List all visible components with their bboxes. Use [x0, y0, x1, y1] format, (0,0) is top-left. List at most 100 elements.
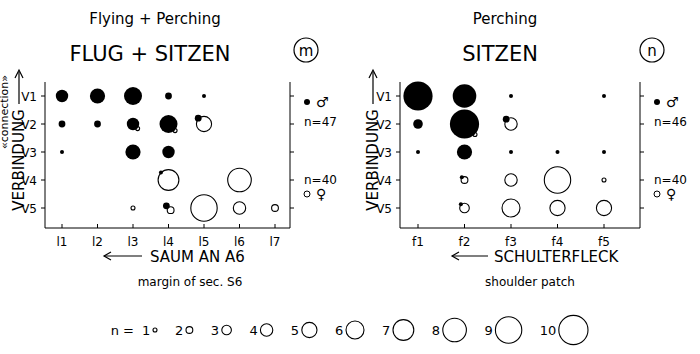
y-tick-right: [640, 124, 644, 125]
right-axis-line: [640, 82, 641, 228]
bubble: [125, 144, 140, 159]
bubble: [460, 203, 470, 213]
bubble: [602, 178, 606, 182]
bubble: [596, 200, 611, 215]
y-tick-label: V3: [21, 146, 37, 160]
y-tick-right: [640, 152, 644, 153]
legend-marker: [654, 99, 660, 105]
x-tick-label: f2: [459, 235, 471, 249]
x-tick: [418, 224, 419, 228]
size-legend-number: 4: [249, 323, 257, 338]
y-arrow: [18, 72, 19, 104]
bubble: [191, 195, 217, 221]
y-arrow-head: [15, 70, 23, 78]
x-arrow: [452, 255, 488, 256]
bubble: [90, 88, 105, 103]
y-tick-label: V2: [21, 118, 37, 132]
x-tick: [275, 224, 276, 228]
legend-marker: [304, 191, 310, 197]
size-legend-circle: [302, 322, 317, 337]
y-tick-label: V3: [376, 146, 392, 160]
size-legend-circle: [559, 315, 588, 344]
bubble: [131, 206, 135, 210]
bubble: [127, 118, 139, 130]
subtitle: Flying + Perching: [89, 10, 221, 28]
y-tick-right: [290, 96, 294, 97]
x-arrow-head: [104, 252, 111, 260]
y-tick-label: V5: [21, 202, 37, 216]
legend-sample-size: n=46: [654, 115, 687, 129]
legend-sample-size: n=40: [304, 173, 337, 187]
y-arrow: [372, 72, 373, 104]
size-legend-circle: [443, 318, 467, 342]
y-tick: [41, 124, 45, 125]
y-tick: [396, 124, 400, 125]
legend-marker: [654, 191, 660, 197]
size-legend-circle: [393, 320, 414, 341]
x-tick-label: f1: [412, 235, 424, 249]
legend-marker: [304, 99, 310, 105]
bubble: [509, 94, 513, 98]
bubble: [228, 168, 252, 192]
x-tick-label: f4: [552, 235, 564, 249]
x-axis-translation: shoulder patch: [485, 275, 575, 289]
bubble: [502, 199, 520, 217]
y-tick: [41, 96, 45, 97]
size-legend-number: 7: [382, 323, 390, 338]
bubble: [202, 94, 206, 98]
y-tick-right: [290, 208, 294, 209]
size-legend-circle: [346, 321, 364, 339]
x-tick-label: f5: [598, 235, 610, 249]
legend-label: ♀: [316, 186, 326, 202]
panel: Flying + PerchingFLUG + SITZENmVERBINDUN…: [0, 10, 337, 289]
y-tick: [41, 152, 45, 153]
bubble: [195, 115, 202, 122]
y-axis-line: [400, 82, 401, 228]
bubble: [509, 150, 513, 154]
y-tick: [396, 96, 400, 97]
size-legend-number: 3: [211, 323, 219, 338]
bubble: [413, 119, 423, 129]
x-tick-label: l1: [57, 235, 68, 249]
bubble: [272, 205, 279, 212]
y-tick-right: [290, 124, 294, 125]
bubble: [162, 146, 174, 158]
y-arrow-head: [369, 70, 377, 78]
bubble: [159, 170, 163, 174]
bubbles: [56, 87, 279, 221]
size-legend-circle: [186, 327, 193, 334]
figure: Flying + PerchingFLUG + SITZENmVERBINDUN…: [0, 0, 700, 354]
panel-label-ring: [640, 38, 664, 62]
x-tick: [97, 224, 98, 228]
size-legend-circle: [153, 328, 157, 332]
y-tick-right: [290, 152, 294, 153]
legend-label: ♂: [666, 94, 679, 110]
panel-label: n: [647, 42, 657, 60]
size-legend-number: 9: [484, 323, 492, 338]
size-legend-label: n =: [111, 323, 134, 338]
bubble: [416, 150, 420, 154]
x-tick: [62, 224, 63, 228]
x-tick: [239, 224, 240, 228]
size-legend: n =12345678910: [111, 315, 588, 344]
bubble: [556, 150, 560, 154]
legend-label: ♀: [666, 186, 676, 202]
x-tick: [604, 224, 605, 228]
bubble: [450, 109, 479, 138]
size-legend-number: 10: [540, 323, 557, 338]
x-tick: [133, 224, 134, 228]
bubble: [460, 175, 464, 179]
x-tick: [168, 224, 169, 228]
bubble: [453, 84, 477, 108]
x-tick: [464, 224, 465, 228]
x-axis-label: SAUM AN A6: [150, 248, 245, 266]
y-tick-right: [640, 208, 644, 209]
bubble: [124, 87, 142, 105]
y-tick-label: V4: [376, 174, 392, 188]
x-tick: [204, 224, 205, 228]
bubble: [60, 150, 64, 154]
y-tick-right: [640, 96, 644, 97]
bubbles: [403, 81, 611, 217]
y-tick-right: [640, 180, 644, 181]
panel-label-ring: [294, 38, 318, 62]
